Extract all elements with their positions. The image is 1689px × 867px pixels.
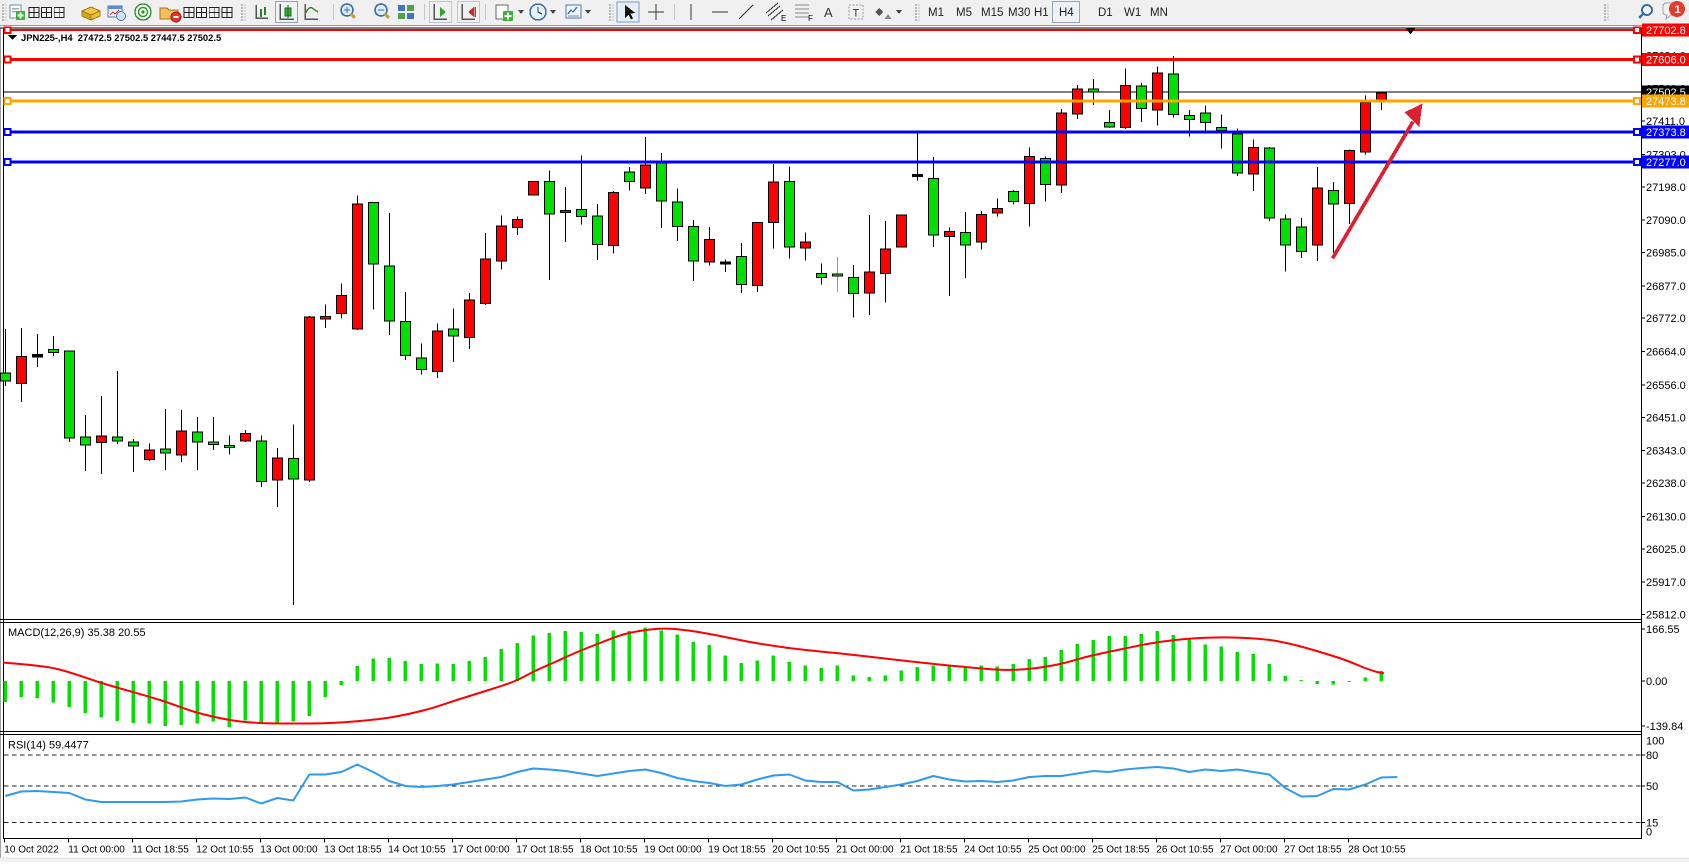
svg-text:50: 50 <box>1646 781 1658 793</box>
svg-text:27411.0: 27411.0 <box>1646 116 1685 128</box>
svg-text:W1: W1 <box>1124 7 1141 19</box>
svg-text:H1: H1 <box>1034 7 1049 19</box>
svg-text:26985.0: 26985.0 <box>1646 248 1686 260</box>
svg-text:25 Oct 00:00: 25 Oct 00:00 <box>1028 845 1086 856</box>
svg-text:13 Oct 18:55: 13 Oct 18:55 <box>324 845 382 856</box>
svg-text:13 Oct 00:00: 13 Oct 00:00 <box>260 845 318 856</box>
svg-text:27090.0: 27090.0 <box>1646 215 1686 227</box>
svg-text:MACD(12,26,9) 35.38 20.55: MACD(12,26,9) 35.38 20.55 <box>8 627 146 639</box>
svg-text:25812.0: 25812.0 <box>1646 610 1686 622</box>
svg-text:M1: M1 <box>928 7 944 19</box>
svg-text:25 Oct 18:55: 25 Oct 18:55 <box>1092 845 1150 856</box>
svg-text:28 Oct 10:55: 28 Oct 10:55 <box>1348 845 1406 856</box>
svg-text:27 Oct 18:55: 27 Oct 18:55 <box>1284 845 1342 856</box>
svg-text:80: 80 <box>1646 750 1658 762</box>
svg-text:21 Oct 18:55: 21 Oct 18:55 <box>900 845 958 856</box>
svg-text:27277.0: 27277.0 <box>1646 157 1686 169</box>
svg-text:26451.0: 26451.0 <box>1646 412 1686 424</box>
svg-text:-139.84: -139.84 <box>1646 721 1683 733</box>
svg-text:27198.0: 27198.0 <box>1646 182 1686 194</box>
svg-text:F: F <box>808 14 813 23</box>
svg-text:26664.0: 26664.0 <box>1646 347 1686 359</box>
svg-text:MN: MN <box>1150 7 1168 19</box>
svg-text:20 Oct 10:55: 20 Oct 10:55 <box>772 845 830 856</box>
svg-text:21 Oct 00:00: 21 Oct 00:00 <box>836 845 894 856</box>
svg-text:25917.0: 25917.0 <box>1646 577 1686 589</box>
svg-text:A: A <box>824 5 833 20</box>
svg-text:26 Oct 10:55: 26 Oct 10:55 <box>1156 845 1214 856</box>
svg-text:26343.0: 26343.0 <box>1646 446 1686 458</box>
svg-text:26877.0: 26877.0 <box>1646 281 1686 293</box>
svg-text:26556.0: 26556.0 <box>1646 380 1686 392</box>
svg-text:27 Oct 00:00: 27 Oct 00:00 <box>1220 845 1278 856</box>
svg-text:14 Oct 10:55: 14 Oct 10:55 <box>388 845 446 856</box>
svg-text:26130.0: 26130.0 <box>1646 511 1686 523</box>
svg-text:26025.0: 26025.0 <box>1646 544 1686 556</box>
svg-text:12 Oct 10:55: 12 Oct 10:55 <box>196 845 254 856</box>
svg-text:27473.8: 27473.8 <box>1646 96 1686 108</box>
svg-text:19 Oct 00:00: 19 Oct 00:00 <box>644 845 702 856</box>
svg-text:D1: D1 <box>1098 7 1113 19</box>
svg-text:26238.0: 26238.0 <box>1646 478 1686 490</box>
svg-text:24 Oct 10:55: 24 Oct 10:55 <box>964 845 1022 856</box>
svg-text:17 Oct 00:00: 17 Oct 00:00 <box>452 845 510 856</box>
svg-text:T: T <box>853 8 860 20</box>
svg-text:27702.8: 27702.8 <box>1646 25 1686 37</box>
svg-text:M15: M15 <box>981 7 1003 19</box>
svg-text:1: 1 <box>1675 4 1681 16</box>
svg-text:JPN225-,H4 27472.5 27502.5 27: JPN225-,H4 27472.5 27502.5 27447.5 27502… <box>21 32 221 43</box>
svg-text:26772.0: 26772.0 <box>1646 313 1686 325</box>
svg-text:H4: H4 <box>1059 7 1074 19</box>
svg-text:M5: M5 <box>956 7 972 19</box>
svg-text:15: 15 <box>1646 818 1658 830</box>
svg-text:18 Oct 10:55: 18 Oct 10:55 <box>580 845 638 856</box>
svg-text:27606.0: 27606.0 <box>1646 55 1686 67</box>
svg-text:0.00: 0.00 <box>1646 676 1667 688</box>
svg-text:166.55: 166.55 <box>1646 624 1680 636</box>
svg-text:M30: M30 <box>1008 7 1030 19</box>
svg-text:19 Oct 18:55: 19 Oct 18:55 <box>708 845 766 856</box>
svg-text:10 Oct 2022: 10 Oct 2022 <box>4 845 59 856</box>
svg-text:RSI(14) 59.4477: RSI(14) 59.4477 <box>8 740 89 752</box>
svg-text:11 Oct 00:00: 11 Oct 00:00 <box>68 845 125 856</box>
svg-text:17 Oct 18:55: 17 Oct 18:55 <box>516 845 574 856</box>
svg-text:E: E <box>781 14 786 23</box>
svg-text:11 Oct 18:55: 11 Oct 18:55 <box>132 845 189 856</box>
svg-text:27373.8: 27373.8 <box>1646 127 1686 139</box>
svg-text:0: 0 <box>1646 827 1652 839</box>
svg-text:100: 100 <box>1646 736 1664 748</box>
